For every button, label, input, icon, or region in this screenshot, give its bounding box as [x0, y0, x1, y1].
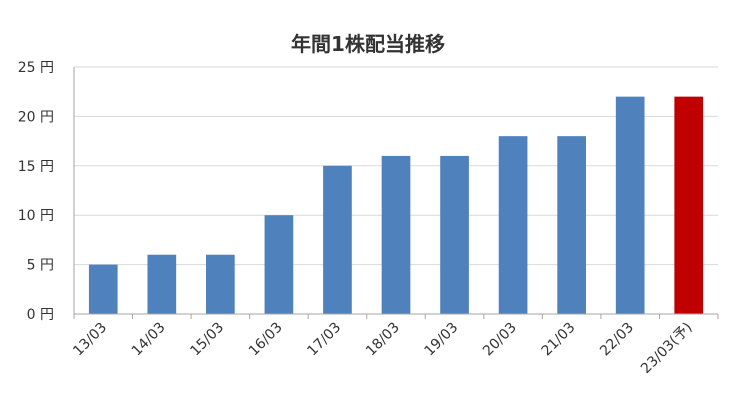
x-tick-label: 23/03(予) — [638, 320, 695, 377]
x-tick-label: 17/03 — [304, 320, 344, 360]
axes — [73, 67, 719, 319]
bar-18/03 — [381, 155, 411, 314]
x-tick-label: 18/03 — [363, 320, 403, 360]
y-tick-label: 0 円 — [27, 307, 54, 323]
bar-23/03(予) — [674, 96, 704, 314]
x-tick-label: 16/03 — [246, 320, 286, 360]
chart-title: 年間1株配当推移 — [291, 32, 445, 56]
x-tick-label: 15/03 — [187, 320, 227, 360]
x-tick-label: 21/03 — [539, 320, 579, 360]
x-axis-ticks: 13/03 14/03 15/03 16/03 17/03 18/03 19/03 20/03… — [70, 320, 695, 377]
bar-17/03 — [323, 165, 352, 314]
bar-13/03 — [88, 264, 118, 314]
y-tick-label: 10 円 — [18, 208, 54, 224]
bar-19/03 — [440, 155, 469, 314]
bar-22/03 — [615, 96, 645, 314]
bar-15/03 — [206, 254, 235, 314]
bars — [88, 96, 704, 314]
y-axis-ticks: 0 円 5 円 10 円 15 円 20 円 25 円 — [18, 60, 54, 323]
y-tick-label: 25 円 — [18, 60, 54, 76]
bar-14/03 — [147, 254, 177, 314]
bar-16/03 — [264, 215, 294, 314]
x-tick-label: 22/03 — [597, 320, 637, 360]
bar-20/03 — [498, 136, 528, 314]
x-tick-label: 13/03 — [70, 320, 110, 360]
x-tick-label: 14/03 — [129, 320, 169, 360]
y-tick-label: 15 円 — [18, 159, 54, 175]
y-tick-label: 5 円 — [27, 258, 54, 274]
y-tick-label: 20 円 — [18, 109, 54, 125]
bar-21/03 — [557, 136, 586, 314]
x-tick-label: 20/03 — [480, 320, 520, 360]
x-tick-label: 19/03 — [422, 320, 462, 360]
